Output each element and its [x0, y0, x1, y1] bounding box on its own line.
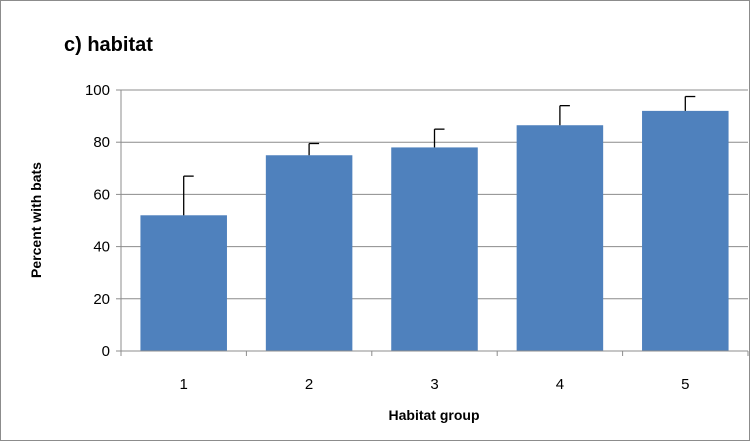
chart-title: c) habitat: [64, 34, 153, 56]
bar-5: [642, 110, 729, 351]
y-axis-title: Percent with bats: [28, 162, 44, 278]
x-tick-label: 4: [556, 376, 564, 393]
y-tick-label: 80: [93, 134, 110, 151]
y-tick-label: 60: [93, 186, 110, 203]
y-tick-labels: 0 20 40 60 80 100: [85, 82, 110, 360]
y-tick-label: 20: [93, 291, 110, 308]
axes: [116, 89, 749, 356]
bar-4: [516, 125, 604, 351]
x-tick-label: 3: [430, 376, 438, 393]
x-tick-label: 2: [305, 376, 313, 393]
bar-2: [265, 155, 353, 351]
x-tick-label: 5: [681, 376, 689, 393]
y-tick-label: 100: [85, 82, 110, 99]
x-axis-title: Habitat group: [389, 407, 480, 423]
x-tick-label: 1: [180, 376, 188, 393]
error-bars: [183, 95, 696, 216]
bar-1: [140, 215, 227, 351]
y-tick-label: 0: [102, 343, 110, 360]
y-tick-label: 40: [93, 239, 110, 256]
x-tick-labels: 1 2 3 4 5: [180, 376, 690, 393]
bars: [140, 110, 729, 351]
bar-3: [391, 147, 478, 351]
